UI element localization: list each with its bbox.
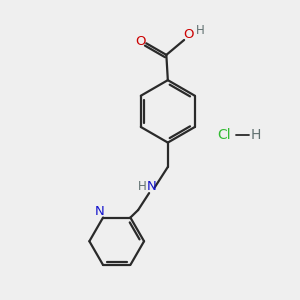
Text: O: O	[136, 35, 146, 48]
Text: H: H	[138, 180, 146, 193]
Text: O: O	[183, 28, 194, 41]
Text: Cl: Cl	[218, 128, 231, 142]
Text: H: H	[250, 128, 261, 142]
Text: H: H	[196, 24, 205, 37]
Text: N: N	[147, 180, 157, 193]
Text: N: N	[94, 205, 104, 218]
